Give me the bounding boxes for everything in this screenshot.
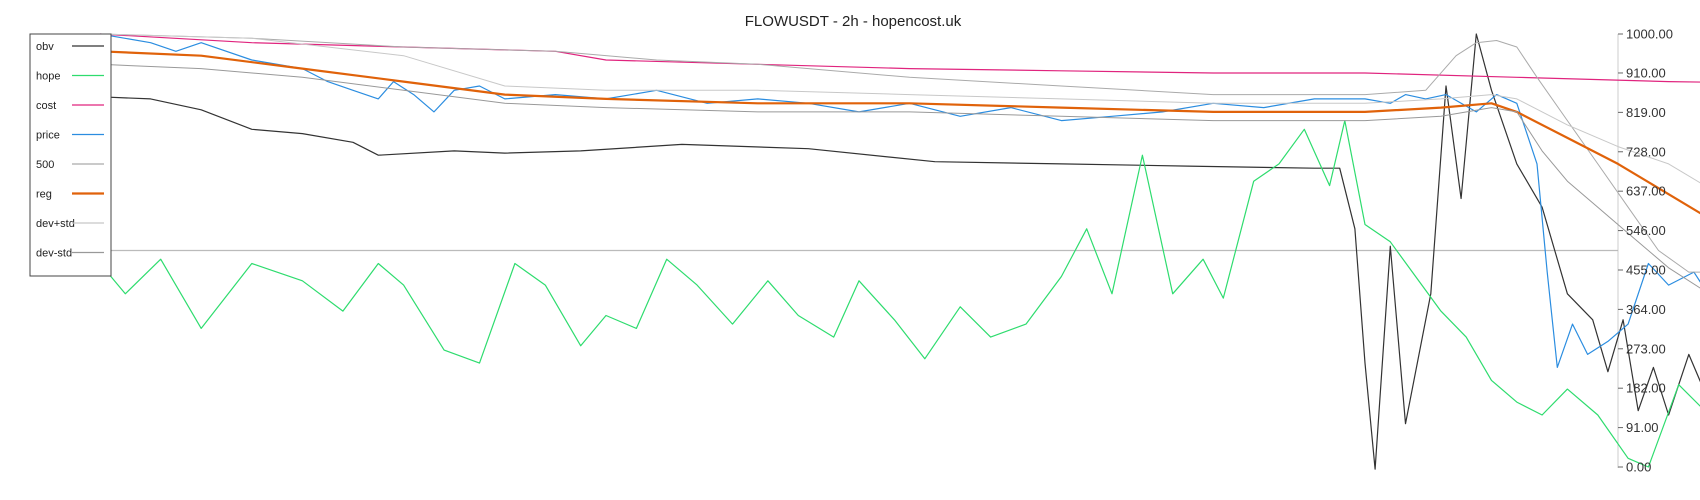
y-tick-label: 364.00 [1626, 302, 1666, 317]
y-tick-label: 182.00 [1626, 381, 1666, 396]
series-line-cost [99, 33, 1700, 83]
series-line-price [99, 33, 1700, 368]
legend-label: hope [36, 71, 60, 83]
y-tick-label: 273.00 [1626, 341, 1666, 356]
series-line-reg [99, 50, 1700, 215]
series-layer [99, 33, 1700, 470]
y-tick-label: 455.00 [1626, 262, 1666, 277]
legend: obv hope cost price 500 reg dev+std dev-std [29, 33, 112, 277]
legend-label: price [36, 130, 60, 142]
y-tick-label: 1000.00 [1626, 27, 1673, 42]
y-tick-label: 637.00 [1626, 184, 1666, 199]
legend-label: 500 [36, 159, 54, 171]
series-line-dev-std [99, 63, 1700, 289]
legend-label: dev+std [36, 218, 75, 230]
series-line-500 [99, 33, 1700, 273]
legend-label: obv [36, 41, 54, 53]
y-tick-label: 728.00 [1626, 144, 1666, 159]
legend-label: dev-std [36, 248, 72, 260]
y-tick-label: 0.00 [1626, 460, 1651, 475]
y-tick-label: 546.00 [1626, 223, 1666, 238]
legend-label: cost [36, 100, 56, 112]
chart-title: FLOWUSDT - 2h - hopencost.uk [745, 13, 962, 30]
y-tick-label: 91.00 [1626, 420, 1659, 435]
legend-label: reg [36, 189, 52, 201]
series-line-hope [99, 119, 1700, 468]
series-line-obv [99, 33, 1700, 470]
y-axis: 1000.00 910.00 819.00 728.00 637.00 546.00 455… [1618, 27, 1673, 475]
legend-box [29, 33, 112, 277]
y-tick-label: 910.00 [1626, 65, 1666, 80]
y-tick-label: 819.00 [1626, 105, 1666, 120]
series-line-dev-std [99, 33, 1700, 184]
